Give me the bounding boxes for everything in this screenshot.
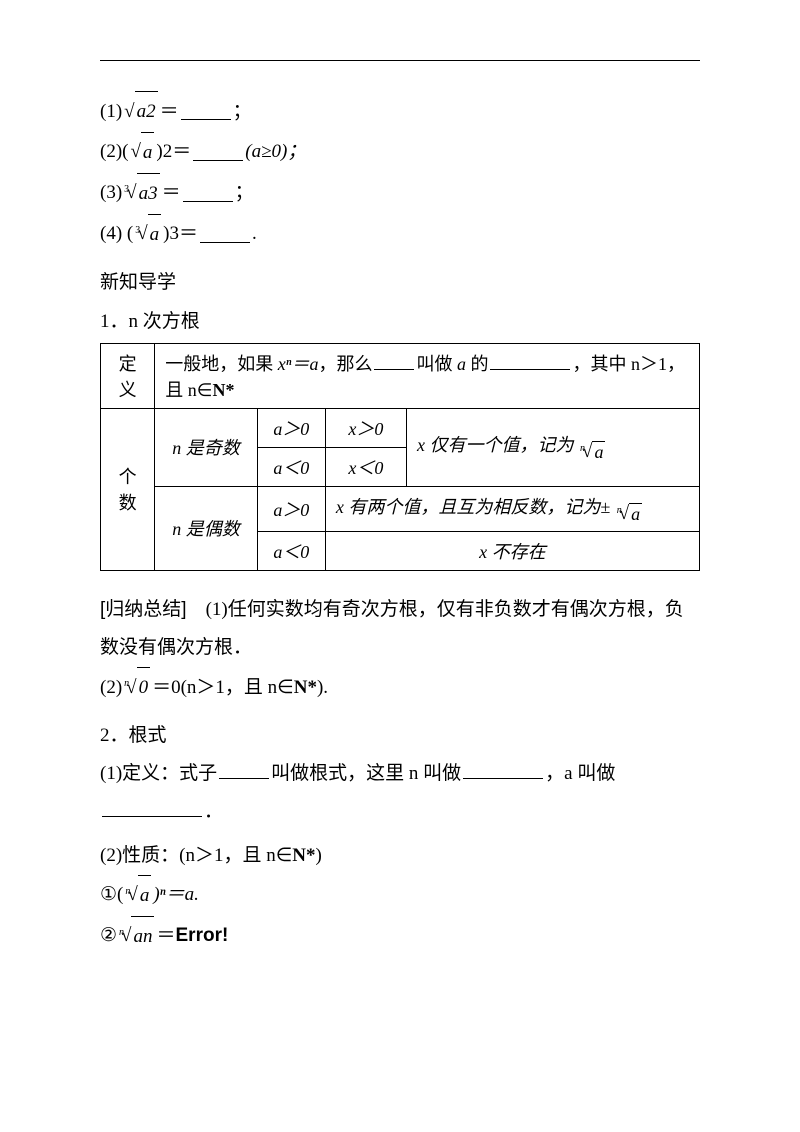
property-1: ①( n √a )ⁿ＝a. [100, 875, 700, 916]
sqrt-icon: n √a [580, 441, 605, 463]
table-row: 定义 一般地，如果 xⁿ＝a，那么叫做 a 的，其中 n＞1，且 n∈N* [101, 343, 700, 408]
blank [200, 225, 250, 243]
cell-def-label: 定义 [101, 343, 155, 408]
table-row: n 是偶数 a＞0 x 有两个值，且互为相反数，记为± n √a [101, 486, 700, 532]
blank [374, 352, 414, 370]
section-2-title: 2．根式 [100, 720, 700, 747]
eq2-prefix: (2)( [100, 132, 128, 172]
summary-eq: (2) n √0 ＝0(n＞1，且 n∈N*). [100, 667, 700, 708]
sqrt-icon: √a [130, 132, 154, 173]
blank [219, 761, 269, 779]
section-1-title: 1．n 次方根 [100, 306, 700, 333]
error-text: Error! [176, 916, 229, 956]
cell-two-values: x 有两个值，且互为相反数，记为± n √a [325, 486, 699, 532]
cell-one-value: x 仅有一个值，记为 n √a [407, 408, 700, 486]
blank [490, 352, 570, 370]
cell-count-label: 个数 [101, 408, 155, 571]
cell-even: n 是偶数 [155, 486, 257, 571]
blank [181, 102, 231, 120]
cell-def-body: 一般地，如果 xⁿ＝a，那么叫做 a 的，其中 n＞1，且 n∈N* [155, 343, 700, 408]
sqrt-icon: √a2 [124, 91, 157, 132]
blank [193, 143, 243, 161]
sqrt-icon: n √an [119, 916, 154, 957]
table-row: 个数 n 是奇数 a＞0 x＞0 x 仅有一个值，记为 n √a [101, 408, 700, 447]
intro-label: 新知导学 [100, 267, 700, 294]
blank [183, 184, 233, 202]
equation-1: (1) √a2 ＝ ； [100, 91, 700, 132]
sqrt-icon: 3 √a3 [124, 173, 159, 214]
summary-block: [归纳总结] (1)任何实数均有奇次方根，仅有非负数才有偶次方根，负数没有偶次方… [100, 591, 700, 667]
property-2: ② n √an ＝ Error! [100, 916, 700, 957]
cell-odd: n 是奇数 [155, 408, 257, 486]
sec2-prop: (2)性质：(n＞1，且 n∈N*) [100, 837, 700, 875]
top-rule [100, 60, 700, 61]
equation-2: (2)( √a )2 ＝ (a≥0)； [100, 132, 700, 173]
sec2-def: (1)定义：式子叫做根式，这里 n 叫做，a 叫做 ． [100, 755, 700, 831]
sqrt-icon: 3 √a [135, 214, 161, 255]
equation-3: (3) 3 √a3 ＝ ； [100, 173, 700, 214]
eq1-prefix: (1) [100, 92, 122, 132]
sqrt-icon: n √a [125, 875, 151, 916]
blank [102, 799, 202, 817]
sqrt-icon: n √0 [124, 667, 150, 708]
summary-label: [归纳总结] [100, 599, 187, 620]
blank [463, 761, 543, 779]
eq3-prefix: (3) [100, 173, 122, 213]
equation-4: (4) ( 3 √a )3 ＝ . [100, 214, 700, 255]
eq4-prefix: (4) ( [100, 214, 133, 254]
sqrt-icon: n √a [617, 503, 642, 525]
definition-table: 定义 一般地，如果 xⁿ＝a，那么叫做 a 的，其中 n＞1，且 n∈N* 个数… [100, 343, 700, 572]
